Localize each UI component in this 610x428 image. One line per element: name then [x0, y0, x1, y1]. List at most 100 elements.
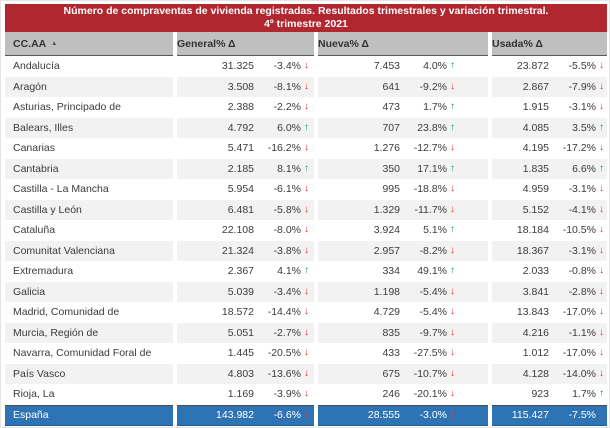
- down-arrow-icon: ↓: [450, 306, 455, 318]
- general-cells: 21.324 -3.8% ↓: [177, 240, 314, 261]
- total-row-espana: España 143.982 -6.6% ↓ 28.555 -3.0% ↓: [5, 404, 607, 426]
- column-group-general: General % Δ: [177, 32, 314, 56]
- usada-value: 18.184: [516, 224, 549, 237]
- usada-pct-value: -1.1%: [568, 326, 596, 339]
- nueva-pct-value: -3.0%: [419, 409, 447, 421]
- column-header-nueva-pct-delta[interactable]: % Δ: [349, 37, 369, 50]
- general-value: 22.108: [221, 224, 254, 237]
- usada-cells: 1.915 -3.1% ↓: [492, 97, 607, 118]
- column-header-usada-pct-delta[interactable]: % Δ: [523, 37, 543, 50]
- general-value: 18.572: [221, 306, 254, 319]
- up-arrow-icon: ↑: [450, 162, 455, 174]
- usada-pct-cell: -3.1% ↓: [549, 101, 604, 113]
- nueva-value: 707: [382, 121, 400, 134]
- down-arrow-icon: ↓: [450, 142, 455, 154]
- nueva-pct-cell: -27.5% ↓: [400, 347, 455, 359]
- nueva-cells: 246 -20.1% ↓: [318, 384, 488, 405]
- nueva-pct-cell: -12.7% ↓: [400, 142, 455, 154]
- usada-pct-cell: -17.0% ↓: [549, 306, 604, 318]
- general-pct-cell: 8.1% ↑: [254, 163, 309, 175]
- usada-cells: 4.128 -14.0% ↓: [492, 363, 607, 384]
- down-arrow-icon: ↓: [304, 203, 309, 215]
- down-arrow-icon: ↓: [450, 80, 455, 92]
- usada-value: 13.843: [516, 306, 549, 319]
- general-cells: 2.185 8.1% ↑: [177, 158, 314, 179]
- general-value: 6.481: [227, 203, 254, 216]
- nueva-cells: 2.957 -8.2% ↓: [318, 240, 488, 261]
- general-pct-value: -2.2%: [273, 101, 301, 114]
- down-arrow-icon: ↓: [450, 203, 455, 215]
- usada-cells: 23.872 -5.5% ↓: [492, 56, 607, 77]
- table-row: Andalucía 31.325 -3.4% ↓ 7.453 4.0% ↑: [5, 56, 607, 77]
- column-header-general[interactable]: General: [177, 37, 217, 50]
- usada-cells: 1.835 6.6% ↑: [492, 158, 607, 179]
- nueva-pct-value: -11.7%: [414, 203, 448, 216]
- general-pct-cell: -3.9% ↓: [254, 388, 309, 400]
- general-pct-value: -14.4%: [267, 306, 301, 319]
- nueva-value: 4.729: [373, 306, 400, 319]
- usada-pct-value: -17.0%: [562, 306, 596, 319]
- nueva-pct-value: -27.5%: [413, 347, 447, 360]
- region-name: Balears, Illes: [5, 117, 173, 138]
- nueva-value: 28.555: [367, 409, 400, 421]
- column-header-nueva[interactable]: Nueva: [318, 37, 350, 50]
- nueva-pct-value: 4.0%: [423, 60, 447, 73]
- down-arrow-icon: ↓: [304, 101, 309, 113]
- down-arrow-icon: ↓: [304, 183, 309, 195]
- table-row: Comunitat Valenciana 21.324 -3.8% ↓ 2.95…: [5, 240, 607, 261]
- general-pct-cell: -13.6% ↓: [254, 368, 309, 380]
- general-cells: 5.954 -6.1% ↓: [177, 179, 314, 200]
- usada-pct-value: -10.5%: [562, 224, 596, 237]
- nueva-pct-cell: -3.0% ↓: [400, 409, 455, 421]
- usada-pct-cell: -10.5% ↓: [549, 224, 604, 236]
- nueva-pct-cell: 5.1% ↑: [400, 224, 455, 236]
- general-pct-value: -20.5%: [267, 347, 301, 360]
- general-value: 5.954: [227, 183, 254, 196]
- general-value: 143.982: [216, 409, 254, 421]
- general-cells: 4.803 -13.6% ↓: [177, 363, 314, 384]
- usada-cells: 18.184 -10.5% ↓: [492, 220, 607, 241]
- table-row: Castilla y León 6.481 -5.8% ↓ 1.329 -11.…: [5, 199, 607, 220]
- usada-pct-cell: -14.0% ↓: [549, 368, 604, 380]
- usada-cells: 923 1.7% ↑: [492, 384, 607, 405]
- usada-cells: 4.216 -1.1% ↓: [492, 322, 607, 343]
- general-pct-cell: -16.2% ↓: [254, 142, 309, 154]
- general-pct-value: -8.1%: [273, 80, 301, 93]
- down-arrow-icon: ↓: [450, 367, 455, 379]
- nueva-pct-value: -9.2%: [419, 80, 447, 93]
- general-pct-value: 8.1%: [277, 162, 301, 175]
- nueva-cells: 3.924 5.1% ↑: [318, 220, 488, 241]
- nueva-cells: 7.453 4.0% ↑: [318, 56, 488, 77]
- usada-pct-value: -0.8%: [568, 265, 596, 278]
- usada-pct-cell: -1.1% ↓: [549, 327, 604, 339]
- nueva-cells: 473 1.7% ↑: [318, 97, 488, 118]
- up-arrow-icon: ↑: [599, 388, 604, 400]
- nueva-cells: 350 17.1% ↑: [318, 158, 488, 179]
- down-arrow-icon: ↓: [599, 265, 604, 277]
- nueva-pct-cell: 23.8% ↑: [400, 122, 455, 134]
- down-arrow-icon: ↓: [450, 244, 455, 256]
- general-pct-cell: -5.8% ↓: [254, 204, 309, 216]
- usada-value: 3.841: [522, 285, 549, 298]
- column-header-usada[interactable]: Usada: [492, 37, 524, 50]
- region-name: Navarra, Comunidad Foral de: [5, 343, 173, 364]
- general-value: 21.324: [221, 244, 254, 257]
- column-header-general-pct-delta[interactable]: % Δ: [216, 37, 236, 50]
- down-arrow-icon: ↓: [599, 203, 604, 215]
- general-value: 5.051: [227, 326, 254, 339]
- column-header-ccaa[interactable]: CC.AA ▲: [5, 32, 173, 56]
- nueva-cells: 835 -9.7% ↓: [318, 322, 488, 343]
- region-name: Canarias: [5, 138, 173, 159]
- usada-cells: 4.085 3.5% ↑: [492, 117, 607, 138]
- nueva-value: 350: [382, 162, 400, 175]
- up-arrow-icon: ↑: [304, 265, 309, 277]
- down-arrow-icon: ↓: [304, 224, 309, 236]
- down-arrow-icon: ↓: [599, 80, 604, 92]
- up-arrow-icon: ↑: [450, 121, 455, 133]
- general-pct-cell: -20.5% ↓: [254, 347, 309, 359]
- table-row: Rioja, La 1.169 -3.9% ↓ 246 -20.1% ↓: [5, 384, 607, 405]
- table-row: Castilla - La Mancha 5.954 -6.1% ↓ 995 -…: [5, 179, 607, 200]
- nueva-pct-cell: 17.1% ↑: [400, 163, 455, 175]
- general-cells: 31.325 -3.4% ↓: [177, 56, 314, 77]
- usada-value: 1.012: [522, 347, 549, 360]
